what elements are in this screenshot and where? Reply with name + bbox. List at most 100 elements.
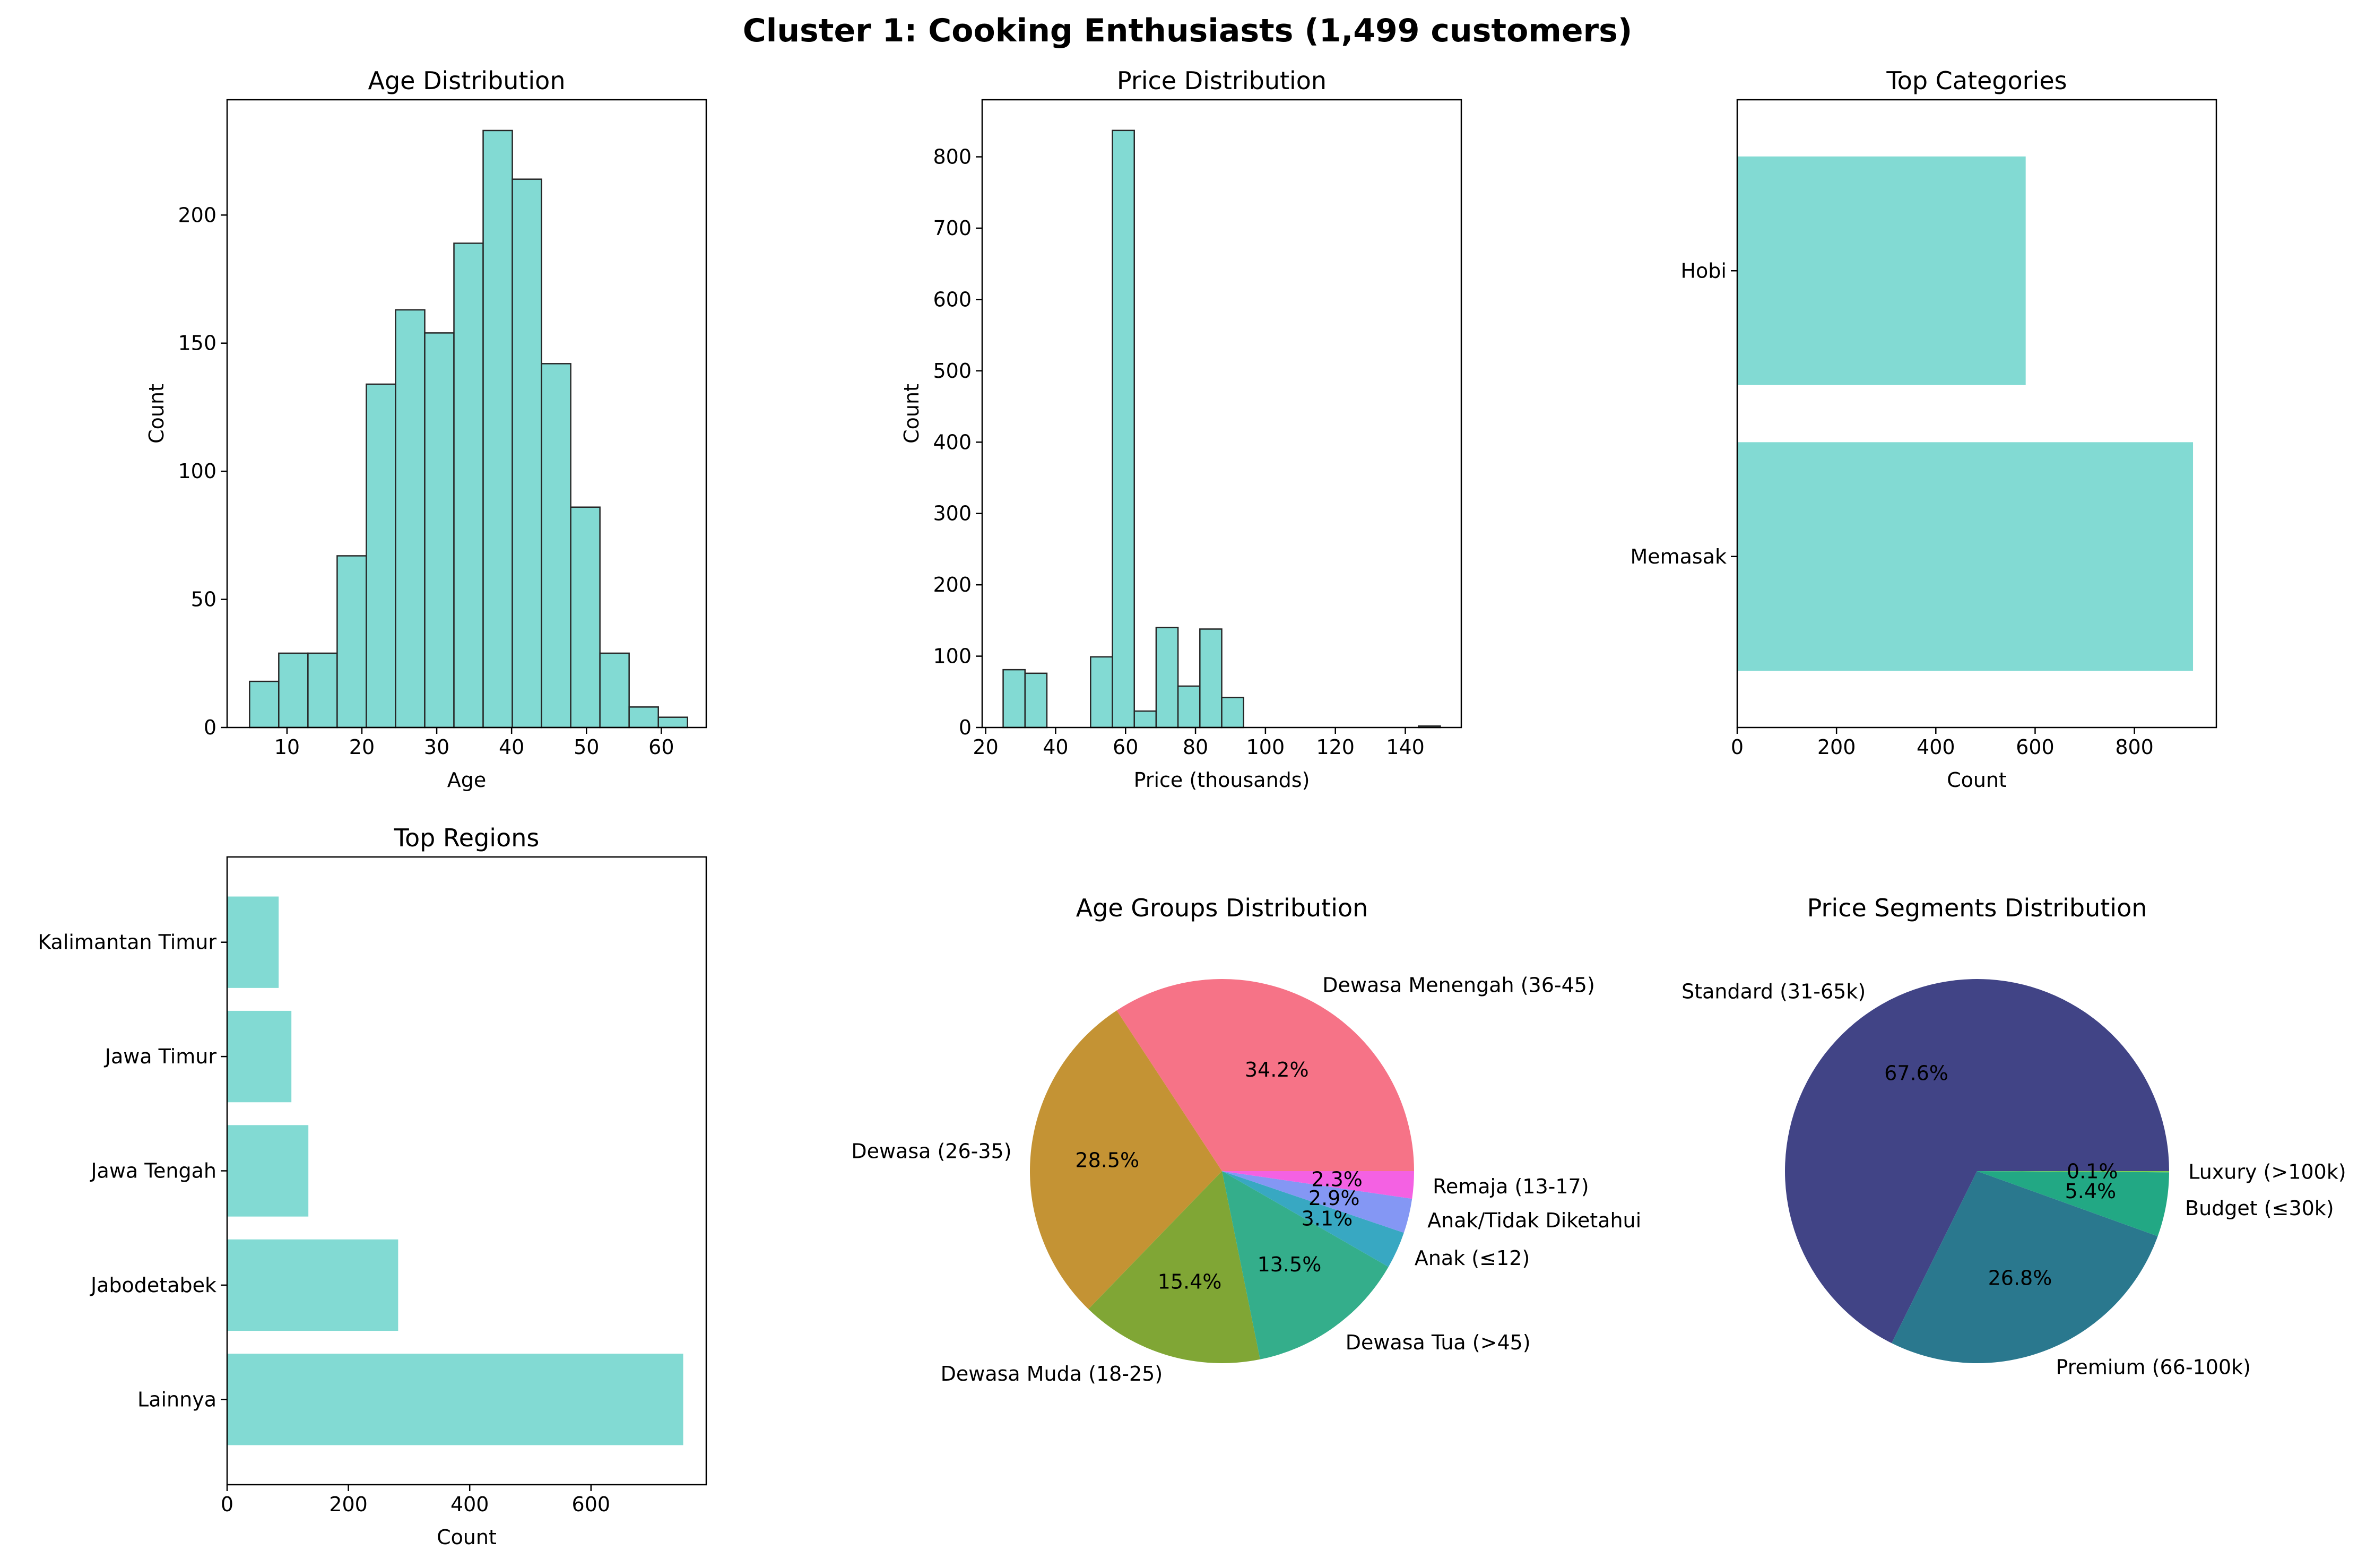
x-tick-label: 0	[221, 1493, 233, 1516]
histogram-bar	[1024, 672, 1048, 729]
histogram-bar	[249, 680, 280, 729]
pie-slice	[1785, 979, 2169, 1344]
category-label: Jawa Timur	[104, 1045, 217, 1068]
category-label: Jabodetabek	[90, 1274, 216, 1297]
x-tick-label: 20	[973, 735, 998, 759]
x-tick-label: 200	[1817, 735, 1856, 759]
histogram-bar	[482, 129, 513, 729]
histogram-bar	[541, 363, 571, 729]
age-groups-pie-chart: Age Groups Distribution Dewasa Menengah (…	[851, 894, 1641, 1385]
slice-percent-label: 2.9%	[1308, 1186, 1360, 1210]
y-tick-label: 500	[933, 359, 972, 383]
y-tick-label: 100	[178, 460, 216, 483]
chart-title: Top Categories	[1886, 66, 2067, 95]
horizontal-bar	[227, 1354, 683, 1445]
x-tick-label: 600	[2016, 735, 2055, 759]
x-tick-label: 600	[572, 1493, 611, 1516]
chart-title: Price Segments Distribution	[1807, 894, 2147, 922]
x-tick-label: 400	[1917, 735, 1955, 759]
slice-label: Dewasa Tua (>45)	[1346, 1331, 1531, 1354]
figure-title: Cluster 1: Cooking Enthusiasts (1,499 cu…	[743, 12, 1633, 49]
top-regions-chart: Top Regions Lainnya Jabodetabek Jawa Tengah…	[38, 824, 707, 1549]
y-tick-label: 300	[933, 502, 972, 525]
y-tick-label: 800	[933, 145, 972, 169]
x-axis-label: Price (thousands)	[1134, 768, 1310, 792]
slice-label: Standard (31-65k)	[1681, 980, 1866, 1003]
y-tick-label: 50	[191, 588, 216, 611]
x-tick-label: 120	[1316, 735, 1355, 759]
histogram-bar	[1133, 710, 1157, 729]
slice-percent-label: 26.8%	[1988, 1267, 2052, 1290]
chart-title: Price Distribution	[1117, 66, 1327, 95]
slice-label: Anak (≤12)	[1415, 1246, 1530, 1270]
histogram-bar	[453, 242, 484, 729]
pie-slice	[1222, 1171, 1404, 1267]
x-axis-label: Age	[447, 768, 487, 792]
slice-label: Dewasa Menengah (36-45)	[1322, 974, 1595, 997]
axes-frame	[981, 99, 1462, 729]
pie-slice	[1222, 1171, 1414, 1199]
x-tick-label: 60	[648, 735, 674, 759]
x-tick-label: 100	[1246, 735, 1285, 759]
y-tick-label: 600	[933, 288, 972, 311]
histogram-bar	[599, 652, 630, 729]
histogram-bar	[1002, 669, 1026, 729]
top-categories-chart: Top Categories Memasak Hobi 0 200 400 600 800 Co…	[1630, 66, 2217, 792]
x-tick-label: 200	[329, 1493, 368, 1516]
pie-slice	[1222, 1171, 1412, 1233]
slice-percent-label: 15.4%	[1158, 1270, 1222, 1293]
y-tick-label: 700	[933, 216, 972, 240]
horizontal-bar	[227, 896, 279, 988]
x-tick-label: 80	[1183, 735, 1208, 759]
pie-slice	[1030, 1010, 1222, 1310]
slice-label: Dewasa (26-35)	[851, 1139, 1011, 1163]
y-tick-label: 150	[178, 332, 216, 355]
slice-label: Premium (66-100k)	[2056, 1355, 2250, 1379]
slice-percent-label: 34.2%	[1245, 1058, 1309, 1081]
y-tick-label: 200	[933, 573, 972, 596]
histogram-bar	[1199, 628, 1223, 729]
pie-slice	[1222, 1171, 1389, 1359]
slice-label: Budget (≤30k)	[2185, 1197, 2334, 1220]
y-tick-label: 400	[933, 430, 972, 454]
slice-label: Remaja (13-17)	[1433, 1175, 1589, 1198]
y-tick-label: 200	[178, 203, 216, 227]
pie-slice	[1116, 979, 1414, 1171]
x-tick-label: 60	[1113, 735, 1138, 759]
slice-percent-label: 5.4%	[2065, 1180, 2117, 1203]
histogram-bar	[1221, 697, 1244, 729]
slice-percent-label: 2.3%	[1311, 1168, 1363, 1191]
price-distribution-chart: Price Distribution 20 40 60 80 100 120 140 0 100 2…	[900, 66, 1462, 792]
chart-title: Age Groups Distribution	[1076, 894, 1368, 922]
x-tick-label: 0	[1731, 735, 1744, 759]
histogram-bar	[278, 652, 309, 729]
horizontal-bar	[1737, 442, 2194, 671]
x-tick-label: 50	[574, 735, 599, 759]
x-tick-label: 400	[450, 1493, 489, 1516]
histogram-bar	[628, 706, 659, 729]
x-tick-label: 800	[2115, 735, 2154, 759]
axes-frame	[1736, 99, 2217, 729]
histogram-bar	[336, 555, 367, 729]
histogram-bar	[657, 716, 688, 729]
category-label: Hobi	[1680, 259, 1727, 282]
chart-title: Top Regions	[394, 824, 540, 852]
slice-label: Dewasa Muda (18-25)	[941, 1362, 1163, 1385]
category-label: Jawa Tengah	[90, 1159, 216, 1183]
y-axis-label: Count	[145, 384, 168, 444]
slice-label: Luxury (>100k)	[2188, 1160, 2346, 1183]
x-tick-label: 30	[424, 735, 449, 759]
pie-slice	[1088, 1171, 1260, 1363]
x-axis-label: Count	[1947, 768, 2007, 792]
horizontal-bar	[227, 1125, 309, 1217]
axes-frame	[226, 99, 707, 729]
y-tick-label: 0	[959, 716, 972, 739]
histogram-bar	[395, 309, 426, 729]
x-tick-label: 40	[499, 735, 524, 759]
age-distribution-chart: Age Distribution 10 20 30 40 50 60 0 50 100 150 200…	[145, 66, 707, 792]
category-label: Kalimantan Timur	[38, 931, 216, 954]
histogram-bar	[1177, 685, 1201, 729]
slice-percent-label: 13.5%	[1258, 1253, 1322, 1276]
horizontal-bar	[1737, 156, 2026, 385]
